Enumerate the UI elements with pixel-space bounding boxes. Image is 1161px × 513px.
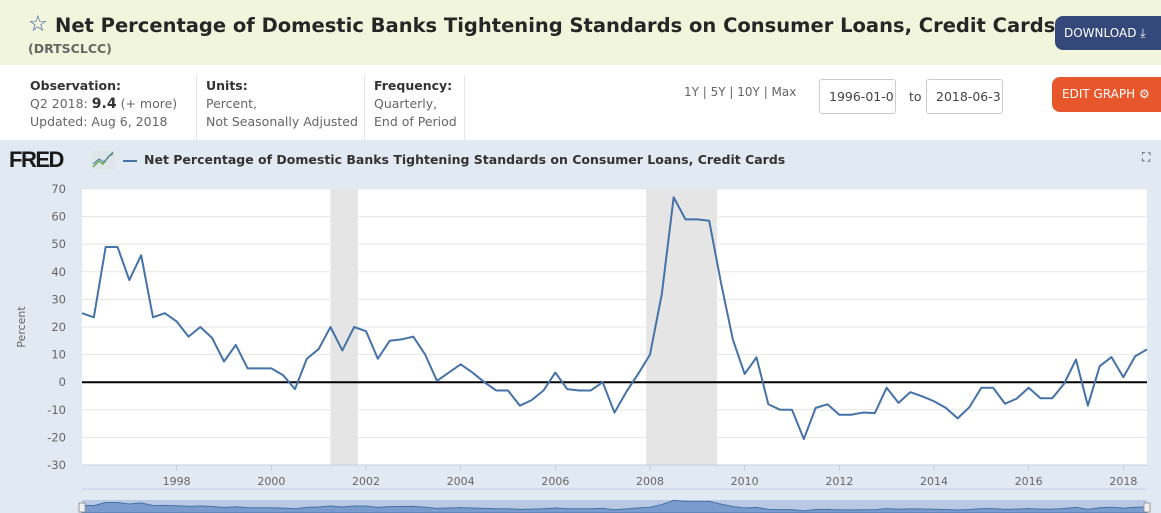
start-date-input[interactable]: 1996-01-0	[819, 79, 896, 114]
observation-value: 9.4	[91, 96, 117, 112]
frequency-line1: Quarterly,	[374, 96, 438, 111]
series-id: (DRTSCLCC)	[28, 41, 112, 56]
fred-logo: FRED	[9, 147, 64, 172]
download-button[interactable]: DOWNLOAD ⤓	[1055, 16, 1161, 50]
divider	[196, 75, 197, 140]
range-links[interactable]: 1Y | 5Y | 10Y | Max	[684, 85, 797, 99]
gear-icon: ⚙	[1138, 87, 1150, 101]
updated-date: Updated: Aug 6, 2018	[30, 114, 168, 129]
units-block: Units: Percent, Not Seasonally Adjusted	[206, 77, 358, 131]
frequency-block: Frequency: Quarterly, End of Period	[374, 77, 457, 131]
series-header: ☆ Net Percentage of Domestic Banks Tight…	[0, 0, 1161, 65]
units-label: Units:	[206, 78, 248, 93]
edit-graph-button[interactable]: EDIT GRAPH ⚙	[1052, 77, 1161, 112]
observation-period: Q2 2018:	[30, 96, 88, 111]
units-line2: Not Seasonally Adjusted	[206, 114, 358, 129]
to-label: to	[909, 89, 922, 104]
end-date-input[interactable]: 2018-06-3	[926, 79, 1003, 114]
frequency-line2: End of Period	[374, 114, 457, 129]
fred-chart-icon	[91, 150, 115, 170]
fullscreen-icon[interactable]: ⛶	[1142, 150, 1151, 164]
series-info: Observation: Q2 2018: 9.4 (+ more) Updat…	[0, 65, 1161, 140]
legend-label: Net Percentage of Domestic Banks Tighten…	[144, 152, 786, 167]
edit-graph-label: EDIT GRAPH	[1062, 87, 1136, 101]
download-icon: ⤓	[1140, 26, 1146, 40]
download-label: DOWNLOAD	[1064, 26, 1137, 40]
chart-area	[0, 140, 1161, 513]
divider	[464, 75, 465, 140]
chart-legend: Net Percentage of Domestic Banks Tighten…	[123, 152, 785, 167]
page-title: Net Percentage of Domestic Banks Tighten…	[55, 14, 1056, 37]
legend-swatch	[123, 159, 137, 162]
favorite-star-icon[interactable]: ☆	[28, 12, 48, 37]
observation-label: Observation:	[30, 78, 121, 93]
more-link[interactable]: (+ more)	[120, 96, 178, 111]
divider	[364, 75, 365, 140]
frequency-label: Frequency:	[374, 78, 453, 93]
units-line1: Percent,	[206, 96, 258, 111]
observation-block: Observation: Q2 2018: 9.4 (+ more) Updat…	[30, 77, 177, 131]
